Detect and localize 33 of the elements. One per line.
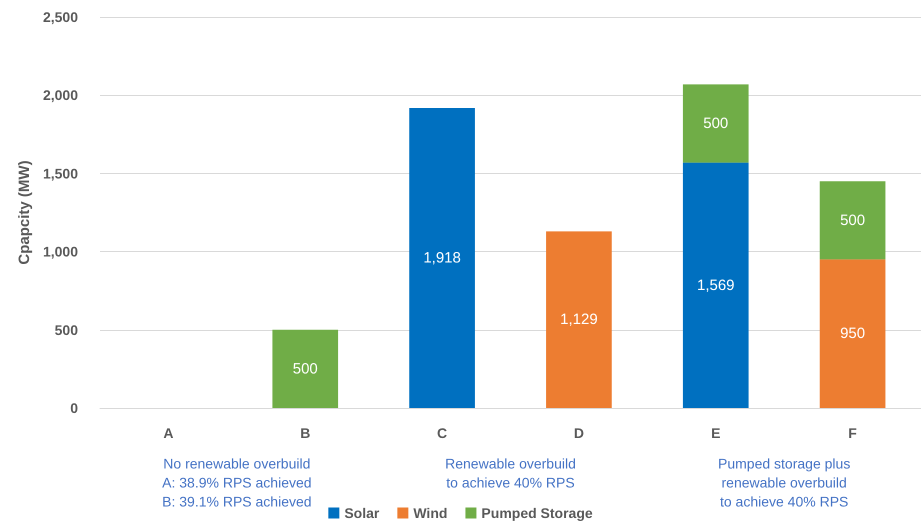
y-tick-label: 2,500: [42, 9, 78, 25]
legend-label: Pumped Storage: [481, 505, 593, 521]
bar: [820, 259, 886, 408]
legend-label: Solar: [344, 505, 380, 521]
text: Pumped storage plus renewable overbuild to achieve 40% RPS: [718, 456, 850, 510]
legend-label: Wind: [413, 505, 448, 521]
x-tick-label: C: [437, 425, 448, 441]
bar: [409, 108, 475, 408]
bar: [272, 330, 338, 408]
y-tick-label: 2,000: [42, 87, 78, 104]
data-label: 500: [292, 360, 318, 378]
data-label: 1,129: [560, 311, 598, 328]
y-tick-label: 1,500: [42, 165, 78, 182]
bar: [820, 181, 886, 260]
bar: [682, 84, 749, 163]
y-axis-title: Cpapcity (MW): [16, 160, 34, 265]
y-tick-label: 1,000: [42, 244, 78, 260]
y-tick-label: 500: [54, 322, 78, 338]
bar: [546, 231, 612, 408]
text: No renewable overbuild A: 38.9% RPS achieved B: 39.1% RPS achieved: [162, 456, 312, 510]
x-tick-label: D: [574, 425, 584, 441]
data-label: 1,918: [423, 250, 461, 267]
data-label: 950: [840, 325, 866, 342]
data-label: 500: [840, 212, 866, 229]
x-tick-label: A: [163, 425, 174, 441]
data-label: 1,569: [696, 276, 735, 294]
x-tick-label: F: [848, 425, 858, 441]
x-tick-label: E: [711, 425, 720, 441]
x-tick-label: B: [300, 425, 310, 441]
data-label: 500: [703, 115, 728, 132]
bar: [682, 162, 749, 408]
text: Renewable overbuild to achieve 40% RPS: [445, 456, 576, 490]
y-tick-label: 0: [70, 400, 78, 416]
